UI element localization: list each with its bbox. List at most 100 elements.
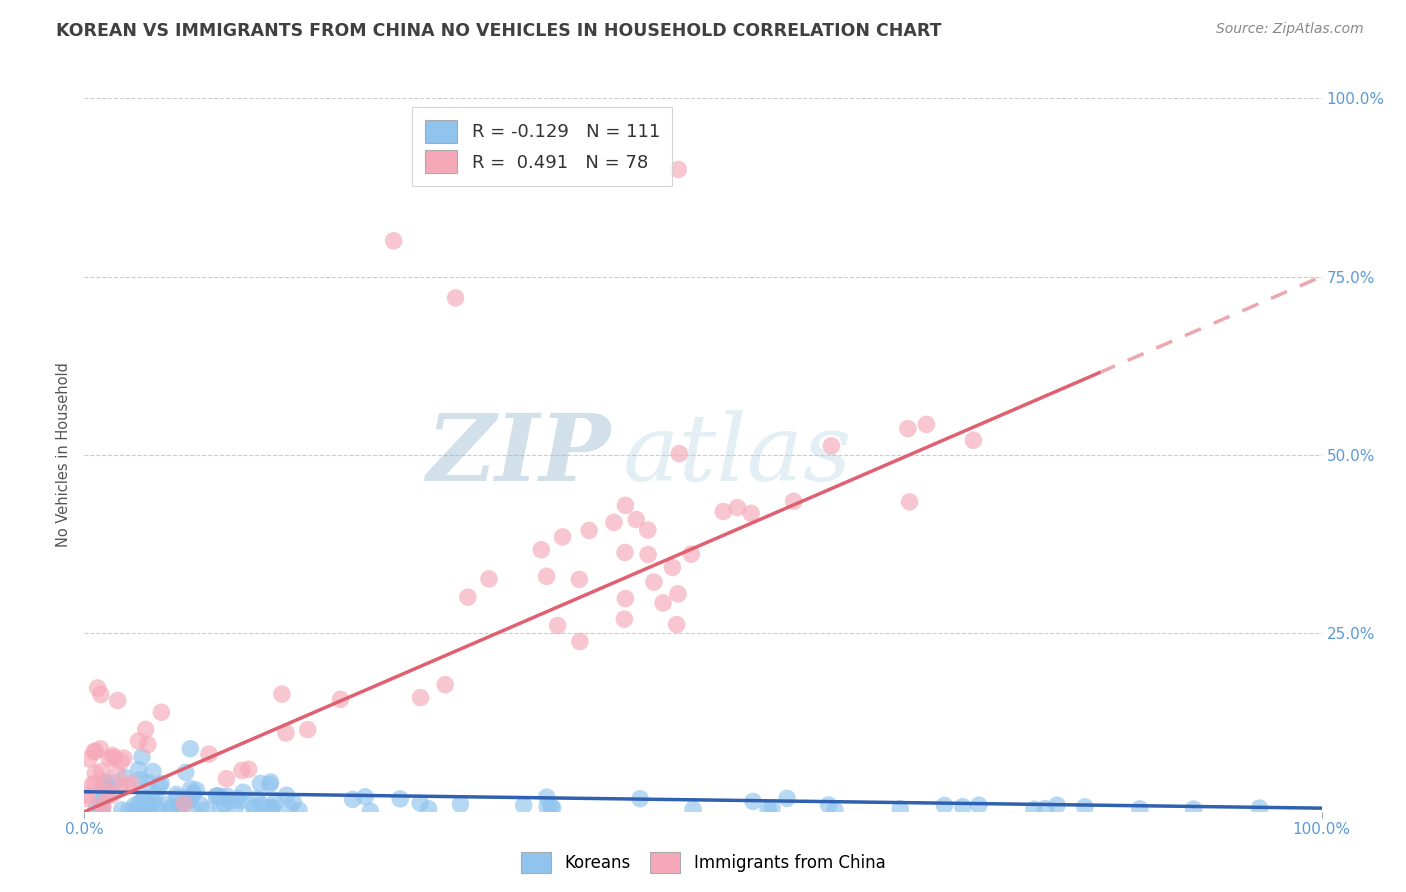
Point xyxy=(898,495,921,509)
Point xyxy=(112,751,135,765)
Point xyxy=(249,776,271,790)
Point xyxy=(136,797,159,812)
Point xyxy=(536,800,558,814)
Point xyxy=(209,799,232,814)
Point xyxy=(120,776,142,790)
Point xyxy=(512,798,534,813)
Point xyxy=(84,766,107,780)
Point xyxy=(86,681,108,695)
Point xyxy=(98,782,121,797)
Point xyxy=(86,800,108,814)
Point xyxy=(96,785,118,799)
Point xyxy=(776,791,799,805)
Point xyxy=(478,572,501,586)
Point xyxy=(359,804,381,818)
Point xyxy=(665,617,688,632)
Point xyxy=(637,548,659,562)
Point xyxy=(250,797,273,812)
Point xyxy=(132,790,155,805)
Point xyxy=(578,524,600,538)
Point xyxy=(76,791,98,805)
Point xyxy=(897,421,920,435)
Point xyxy=(136,738,159,752)
Point xyxy=(91,781,114,796)
Point xyxy=(179,741,201,756)
Point xyxy=(150,776,173,790)
Point xyxy=(329,692,352,706)
Point xyxy=(666,587,689,601)
Point xyxy=(90,796,112,810)
Point xyxy=(243,799,266,814)
Point xyxy=(169,799,191,814)
Point xyxy=(389,792,412,806)
Point xyxy=(131,750,153,764)
Point xyxy=(681,547,703,561)
Point xyxy=(186,783,208,797)
Point xyxy=(82,777,104,791)
Text: KOREAN VS IMMIGRANTS FROM CHINA NO VEHICLES IN HOUSEHOLD CORRELATION CHART: KOREAN VS IMMIGRANTS FROM CHINA NO VEHIC… xyxy=(56,22,942,40)
Point xyxy=(136,797,159,812)
Point xyxy=(84,744,107,758)
Point xyxy=(159,801,181,815)
Point xyxy=(614,591,637,606)
Point xyxy=(93,790,115,805)
Point xyxy=(536,790,558,805)
Point xyxy=(166,790,188,805)
Point xyxy=(90,688,112,702)
Point xyxy=(117,804,139,818)
Point xyxy=(145,788,167,802)
Point xyxy=(105,766,128,780)
Point xyxy=(107,693,129,707)
Point xyxy=(967,798,990,813)
Point xyxy=(83,745,105,759)
Point xyxy=(124,802,146,816)
Point xyxy=(148,779,170,793)
Y-axis label: No Vehicles in Household: No Vehicles in Household xyxy=(56,362,72,548)
Point xyxy=(382,234,405,248)
Point xyxy=(110,755,132,769)
Point xyxy=(195,803,218,817)
Point xyxy=(1249,801,1271,815)
Point xyxy=(100,789,122,803)
Point xyxy=(297,723,319,737)
Point xyxy=(820,439,842,453)
Point xyxy=(103,776,125,790)
Point xyxy=(603,516,626,530)
Point xyxy=(156,797,179,812)
Point xyxy=(354,789,377,804)
Point xyxy=(614,545,637,559)
Text: ZIP: ZIP xyxy=(426,410,610,500)
Point xyxy=(342,792,364,806)
Point xyxy=(90,801,112,815)
Point xyxy=(962,434,984,448)
Point xyxy=(174,765,197,780)
Point xyxy=(91,800,114,814)
Point xyxy=(142,794,165,808)
Point xyxy=(169,798,191,813)
Point xyxy=(115,779,138,793)
Point xyxy=(138,775,160,789)
Point xyxy=(103,751,125,765)
Point xyxy=(114,770,136,784)
Point xyxy=(761,801,783,815)
Point xyxy=(98,751,121,765)
Point xyxy=(84,776,107,790)
Point xyxy=(540,799,562,814)
Point xyxy=(231,764,253,778)
Text: atlas: atlas xyxy=(623,410,852,500)
Point xyxy=(135,723,157,737)
Point xyxy=(260,803,283,817)
Point xyxy=(232,785,254,799)
Point xyxy=(276,788,298,802)
Point xyxy=(181,801,204,815)
Point xyxy=(208,789,231,804)
Point xyxy=(637,523,659,537)
Point xyxy=(77,752,100,766)
Point xyxy=(547,618,569,632)
Point xyxy=(668,447,690,461)
Point xyxy=(212,797,235,812)
Point xyxy=(889,802,911,816)
Point xyxy=(1046,798,1069,813)
Point xyxy=(652,596,675,610)
Point xyxy=(530,542,553,557)
